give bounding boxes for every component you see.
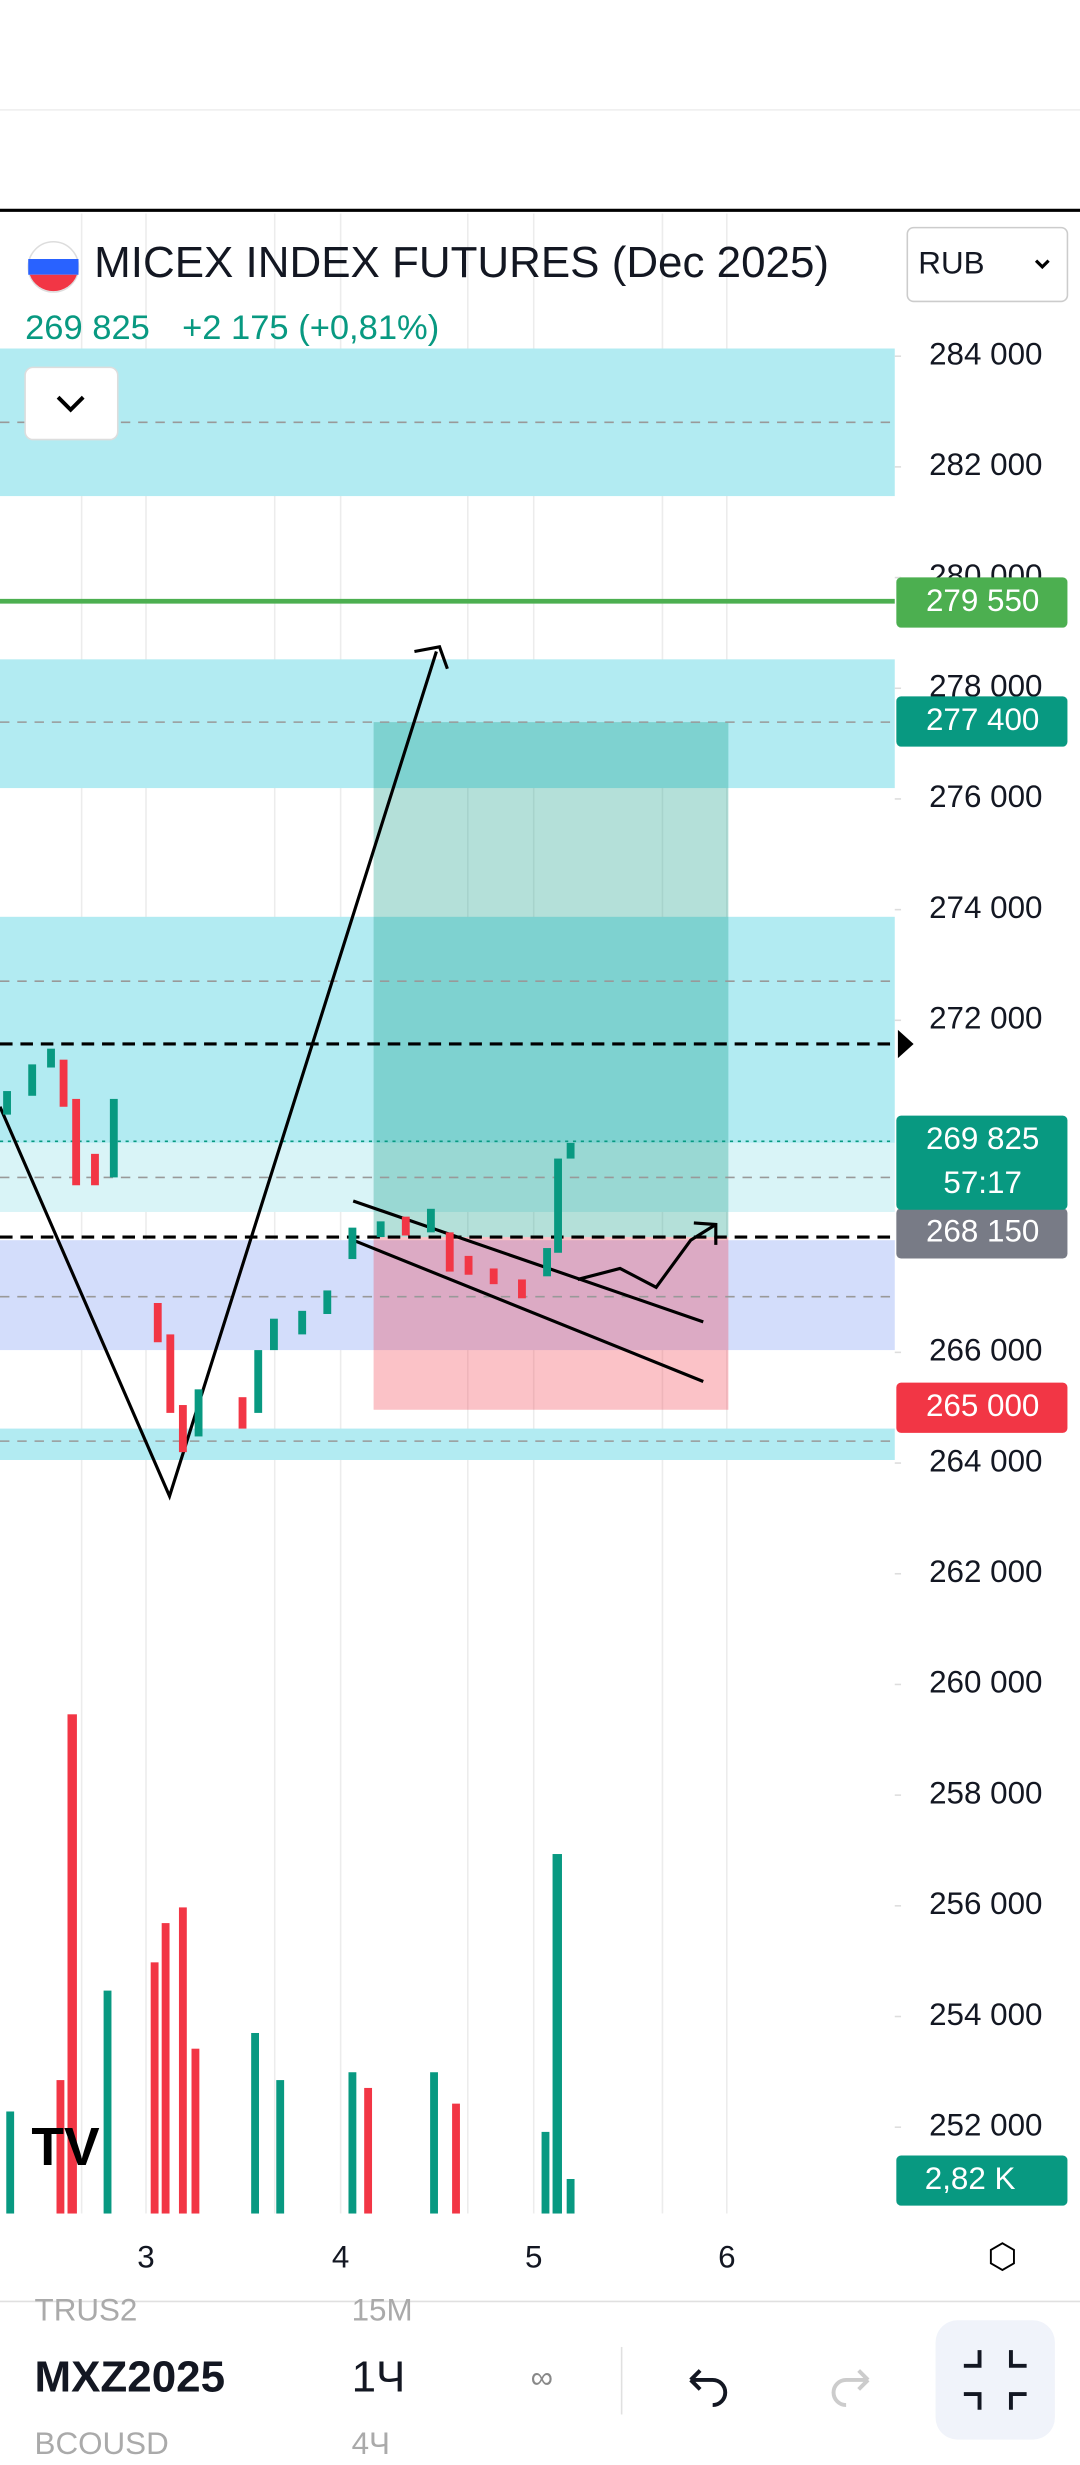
y-tick-label: 258 000: [929, 1775, 1042, 1810]
flag: [29, 274, 77, 292]
interval[interactable]: 1Ч: [352, 2353, 406, 2402]
price-badge-label: 277 400: [926, 702, 1039, 737]
y-tick-label: 274 000: [929, 890, 1042, 925]
y-tick-label: 284 000: [929, 336, 1042, 371]
symbol-above[interactable]: TRUS2: [35, 2293, 138, 2328]
fullscreen-button[interactable]: [935, 2320, 1055, 2440]
currency[interactable]: RUB: [918, 246, 984, 281]
time-grid: [80, 213, 728, 2214]
y-tick-label: 276 000: [929, 779, 1042, 814]
price-badge: [896, 696, 1068, 747]
x-tick-label: 3: [137, 2239, 154, 2274]
volume-label: 2,82 K: [925, 2161, 1016, 2196]
countdown: 57:17: [943, 1165, 1022, 1200]
zones: [0, 348, 895, 1460]
currency-select[interactable]: [906, 226, 1069, 303]
price-badge: [896, 1115, 1068, 1210]
y-tick-label: 282 000: [929, 447, 1042, 482]
x-tick-label: 4: [332, 2239, 349, 2274]
logo: TV: [31, 2118, 100, 2177]
price-badge-label: 269 825: [926, 1121, 1039, 1156]
last-price: 269 825: [25, 309, 150, 347]
volume-badge: [896, 2155, 1068, 2206]
level-marker: [897, 1029, 914, 1059]
y-tick-label: 260 000: [929, 1665, 1042, 1700]
redo-button[interactable]: [831, 2369, 870, 2408]
y-tick-label: 266 000: [929, 1333, 1042, 1368]
price-badge-label: 268 150: [926, 1214, 1039, 1249]
interval-below[interactable]: 4Ч: [352, 2426, 390, 2461]
x-tick-label: 5: [525, 2239, 542, 2274]
undo-button[interactable]: [689, 2369, 728, 2408]
settings-icon[interactable]: ⬡: [987, 2238, 1017, 2276]
price-badge-label: 279 550: [926, 583, 1039, 618]
chevron: [1034, 259, 1050, 270]
y-tick-label: 254 000: [929, 1997, 1042, 2032]
price-badge-label: 265 000: [926, 1388, 1039, 1423]
x-tick-label: 6: [718, 2239, 735, 2274]
flag: [28, 259, 79, 275]
y-tick-label: 272 000: [929, 1001, 1042, 1036]
symbol-below[interactable]: BCOUSD: [35, 2426, 169, 2461]
price-change: +2 175 (+0,81%): [182, 309, 439, 347]
price-badge: [896, 1208, 1068, 1259]
dashed-levels: [0, 421, 895, 1442]
candles: [3, 1048, 575, 1453]
interval-above[interactable]: 15M: [352, 2293, 413, 2328]
y-tick-label: 252 000: [929, 2107, 1042, 2142]
y-tick-label: 262 000: [929, 1554, 1042, 1589]
symbol-title: MICEX INDEX FUTURES (Dec 2025): [94, 238, 829, 287]
chevron: [56, 395, 85, 413]
y-tick-label: 256 000: [929, 1886, 1042, 1921]
fullscreen-icon: [963, 2350, 1027, 2410]
collapse-button[interactable]: [24, 366, 119, 441]
price-badge: [896, 1382, 1068, 1433]
chart-type-icon[interactable]: ∞: [531, 2360, 553, 2395]
y-tick-label: 264 000: [929, 1443, 1042, 1478]
drawings: [0, 645, 718, 1501]
volume-bars: [6, 1714, 575, 2214]
symbol[interactable]: MXZ2025: [35, 2353, 225, 2402]
price-badge: [896, 577, 1068, 628]
